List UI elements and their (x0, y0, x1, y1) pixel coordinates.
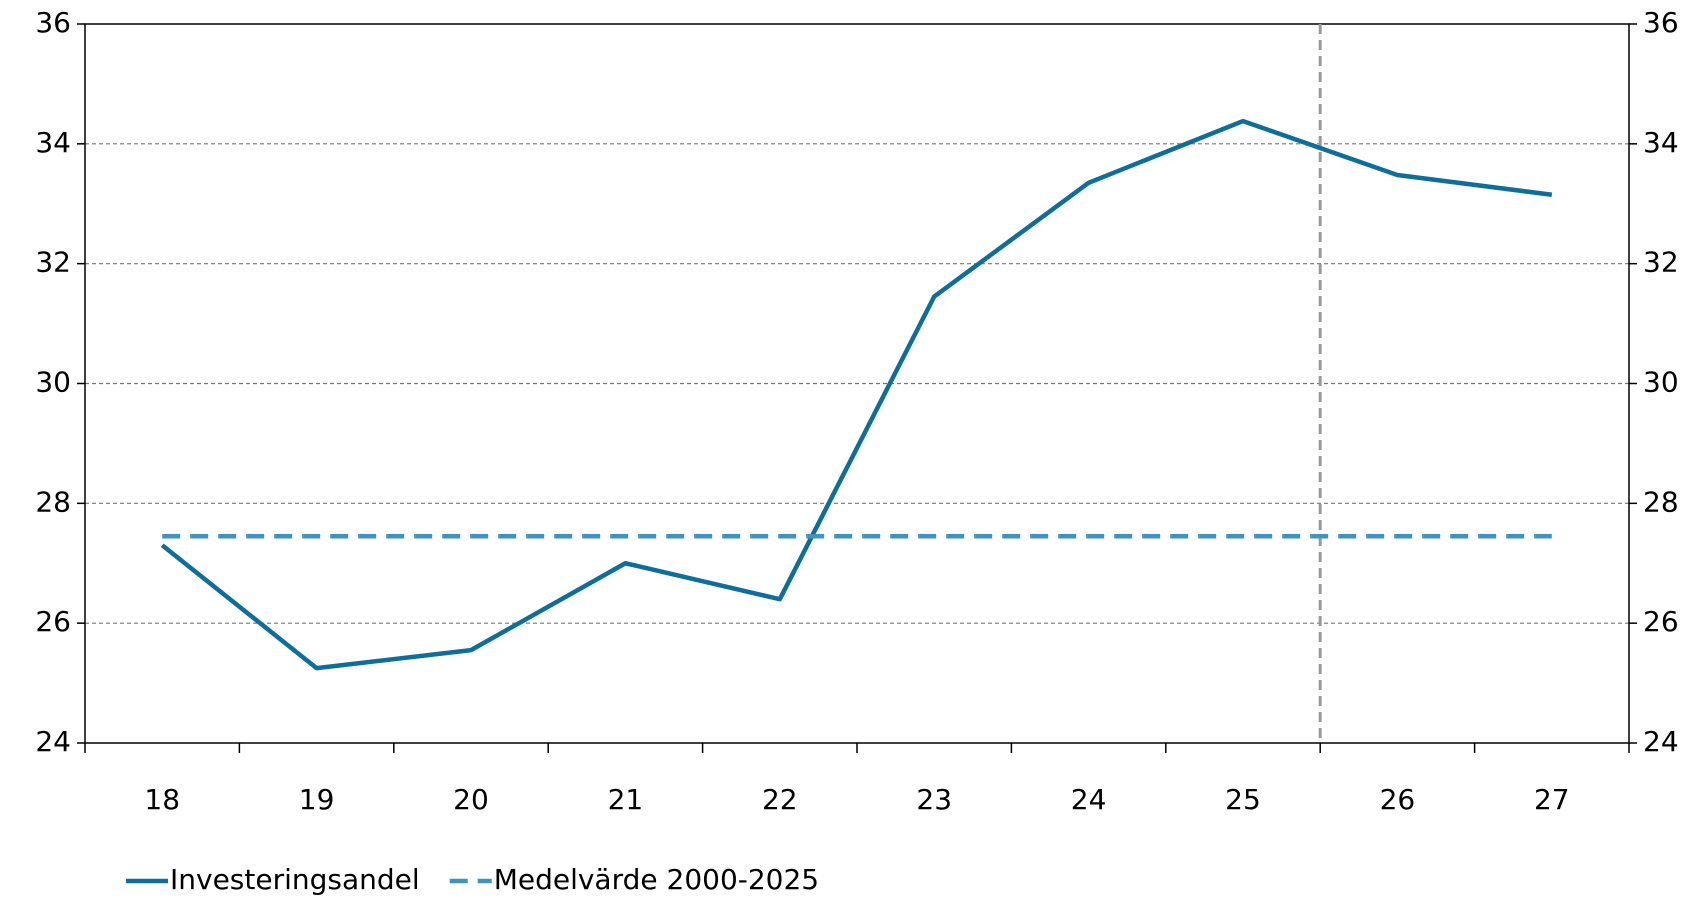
x-tick-label: 23 (916, 783, 952, 816)
legend-label: Medelvärde 2000-2025 (494, 863, 819, 896)
x-tick-label: 25 (1225, 783, 1261, 816)
x-tick-label: 27 (1534, 783, 1570, 816)
y-tick-label: 26 (35, 605, 71, 638)
y-tick-label: 30 (35, 366, 71, 399)
y2-tick-label: 32 (1643, 246, 1679, 279)
x-tick-label: 22 (762, 783, 798, 816)
y-tick-label: 36 (35, 6, 71, 39)
y-tick-label: 34 (35, 126, 71, 159)
x-tick-label: 26 (1380, 783, 1416, 816)
series-line (160, 118, 1553, 671)
x-tick-label: 21 (608, 783, 644, 816)
y-tick-label: 24 (35, 725, 71, 758)
y2-tick-label: 24 (1643, 725, 1679, 758)
y2-tick-label: 28 (1643, 485, 1679, 518)
y2-tick-label: 36 (1643, 6, 1679, 39)
y2-tick-label: 26 (1643, 605, 1679, 638)
y-tick-label: 28 (35, 485, 71, 518)
y2-tick-label: 34 (1643, 126, 1679, 159)
x-tick-label: 24 (1071, 783, 1107, 816)
legend-label: Investeringsandel (170, 863, 420, 896)
y-tick-label: 32 (35, 246, 71, 279)
x-tick-label: 19 (299, 783, 335, 816)
x-tick-label: 18 (144, 783, 180, 816)
x-tick-label: 20 (453, 783, 489, 816)
y2-tick-label: 30 (1643, 366, 1679, 399)
